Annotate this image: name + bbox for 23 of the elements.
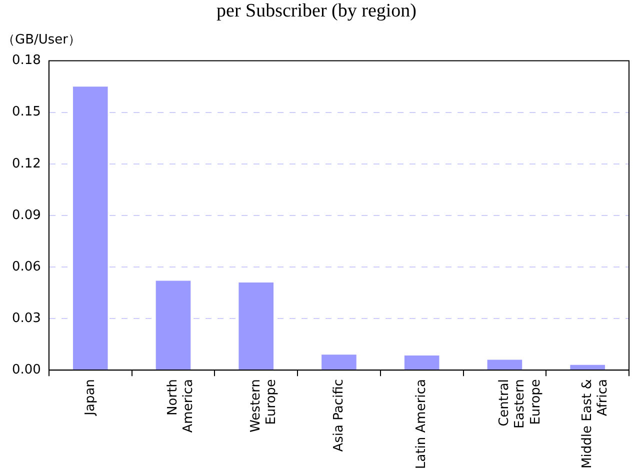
x-tick-label: Western Europe [248,379,280,432]
x-tick-label: Middle East & Africa [580,379,611,468]
chart-title: per Subscriber (by region) [216,0,416,22]
bar [156,280,191,370]
y-tick-label: 0.00 [12,362,41,378]
y-tick-label: 0.03 [12,310,41,326]
x-tick-label: North America [166,379,196,433]
bar [238,282,274,370]
y-tick-label: 0.12 [12,156,41,172]
y-tick-label: 0.09 [12,208,41,223]
y-axis-title: （GB/User） [2,32,82,48]
bar [72,86,108,370]
x-tick-label: Asia Pacific [331,379,346,452]
bar [404,355,440,370]
bar [487,360,522,370]
bar [322,354,356,370]
y-tick-label: 0.15 [12,104,41,120]
y-tick-label: 0.18 [12,53,41,68]
x-tick-label: Central Eastern Europe [497,379,544,428]
y-tick-label: 0.06 [12,259,41,274]
x-tick-label: Japan [82,379,98,416]
bar [570,364,605,370]
x-tick-label: Latin America [414,379,430,470]
